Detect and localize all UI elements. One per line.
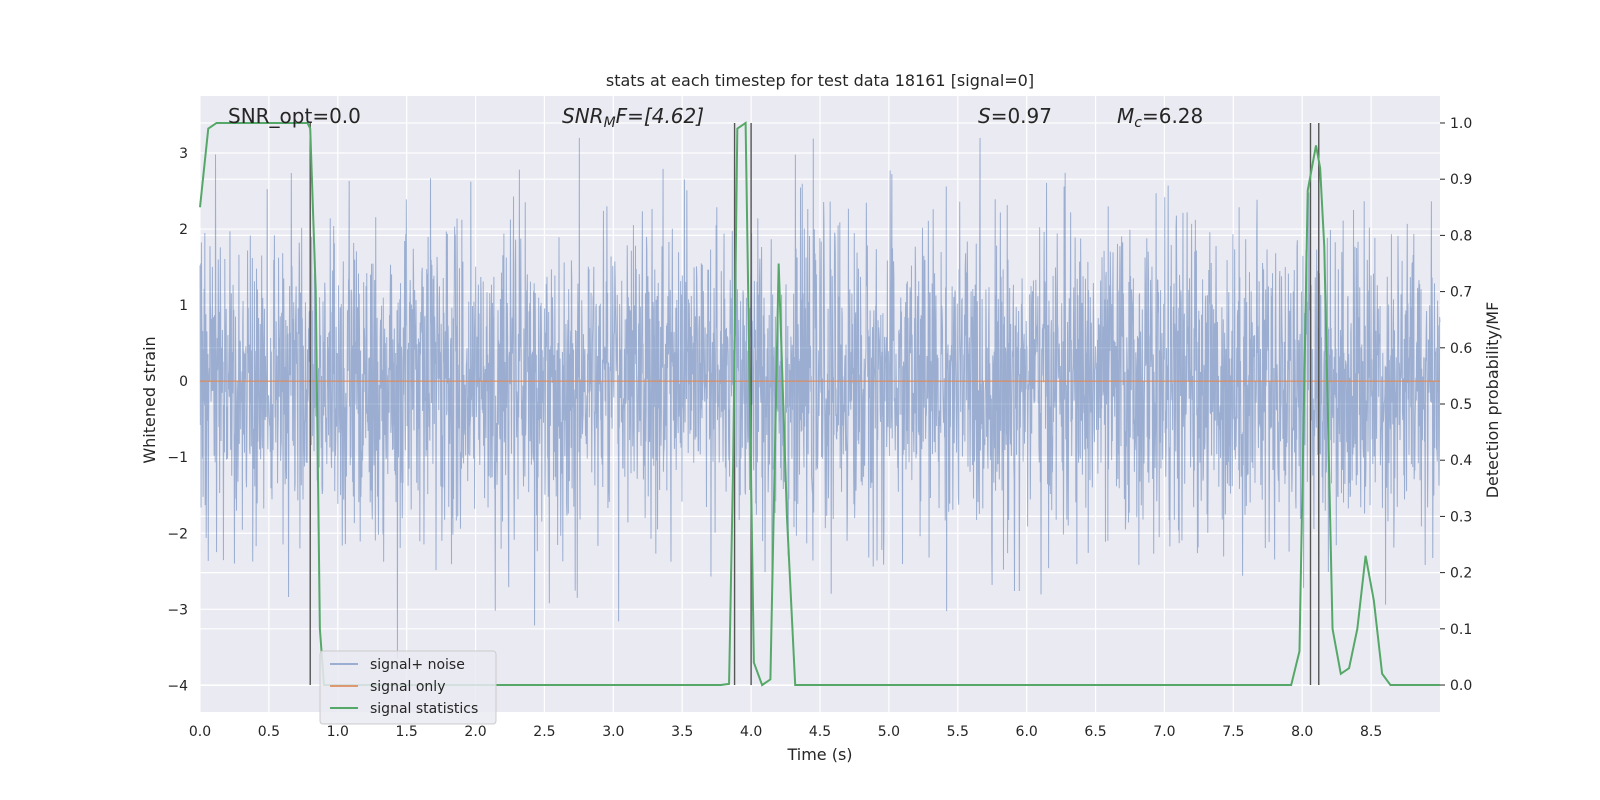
x-tick-label: 8.5 [1360, 724, 1382, 740]
y-right-tick-label: 0.3 [1450, 509, 1472, 525]
annotation-mc: Mc=6.28 [1117, 104, 1203, 131]
signal-noise-series [199, 137, 1441, 659]
y-right-tick-label: 0.2 [1450, 566, 1472, 582]
legend: signal+ noise signal only signal statist… [319, 650, 497, 725]
x-tick-label: 7.5 [1222, 724, 1244, 740]
mc-prefix: M [1117, 104, 1134, 128]
y-right-tick-label: 1.0 [1450, 116, 1472, 132]
x-tick-label: 5.5 [947, 724, 969, 740]
y-right-tick-label: 0.7 [1450, 285, 1472, 301]
x-tick-label: 7.0 [1153, 724, 1175, 740]
signal-statistics-line [199, 121, 1440, 687]
y-right-tick-label: 0.9 [1450, 172, 1472, 188]
y-left-tick-label: −1 [167, 450, 188, 466]
y-right-tick-label: 0.0 [1450, 678, 1472, 694]
x-tick-label: 4.5 [809, 724, 831, 740]
snr-mf-suffix: F=[4.62] [616, 104, 704, 128]
snr-mf-sub: M [604, 115, 616, 131]
y-left-tick-label: −3 [167, 602, 188, 618]
x-tick-label: 1.5 [396, 724, 418, 740]
x-tick-label: 0.0 [189, 724, 211, 740]
annotation-snr-opt: SNR_opt=0.0 [228, 104, 361, 128]
y-left-tick-label: 0 [179, 374, 188, 390]
y-left-tick-label: −4 [167, 678, 188, 694]
vertical-markers [309, 122, 1320, 686]
annotation-s: S=0.97 [978, 104, 1052, 128]
y-left-tick-label: 1 [179, 298, 188, 314]
y-right-axis-ticks: 1.0 0.9 0.8 0.7 0.6 0.5 0.4 0.3 0.2 0.1 0.0 [1440, 116, 1472, 694]
s-value: =0.97 [991, 104, 1052, 128]
annotation-snr-mf: SNRMF=[4.62] [562, 104, 704, 131]
y-left-tick-label: 3 [179, 146, 188, 162]
x-tick-label: 1.0 [327, 724, 349, 740]
y-right-tick-label: 0.1 [1450, 622, 1472, 638]
x-tick-label: 2.0 [464, 724, 486, 740]
y-left-axis-label: Whitened strain [140, 336, 159, 463]
mc-value: =6.28 [1142, 104, 1203, 128]
y-left-tick-label: 2 [179, 222, 188, 238]
x-tick-label: 3.5 [671, 724, 693, 740]
x-axis-ticks: 0.0 0.5 1.0 1.5 2.0 2.5 3.0 3.5 4.0 4.5 5.0 5.5 6.0 6… [189, 724, 1382, 740]
x-tick-label: 6.5 [1084, 724, 1106, 740]
chart-title: stats at each timestep for test data 181… [606, 71, 1034, 90]
legend-label-signal-statistics: signal statistics [370, 701, 478, 717]
legend-box [319, 650, 497, 725]
y-left-axis-ticks: 3 2 1 0 −1 −2 −3 −4 [167, 146, 188, 694]
legend-label-signal-only: signal only [370, 679, 445, 695]
x-tick-label: 4.0 [740, 724, 762, 740]
y-left-tick-label: −2 [167, 526, 188, 542]
signal-statistics-series [199, 121, 1440, 687]
y-right-tick-label: 0.6 [1450, 341, 1472, 357]
mc-sub: c [1134, 115, 1142, 131]
x-tick-label: 6.0 [1016, 724, 1038, 740]
signal-noise-line [199, 137, 1441, 659]
x-tick-label: 0.5 [258, 724, 280, 740]
snr-mf-prefix: SNR [562, 104, 604, 128]
x-tick-label: 2.5 [533, 724, 555, 740]
x-axis-label: Time (s) [786, 745, 852, 764]
y-right-tick-label: 0.8 [1450, 228, 1472, 244]
x-tick-label: 3.0 [602, 724, 624, 740]
legend-label-signal-noise: signal+ noise [370, 657, 465, 673]
x-tick-label: 5.0 [878, 724, 900, 740]
y-right-tick-label: 0.5 [1450, 397, 1472, 413]
s-prefix: S [978, 104, 991, 128]
y-right-axis-label: Detection probability/MF [1483, 302, 1502, 499]
y-right-tick-label: 0.4 [1450, 453, 1472, 469]
x-tick-label: 8.0 [1291, 724, 1313, 740]
